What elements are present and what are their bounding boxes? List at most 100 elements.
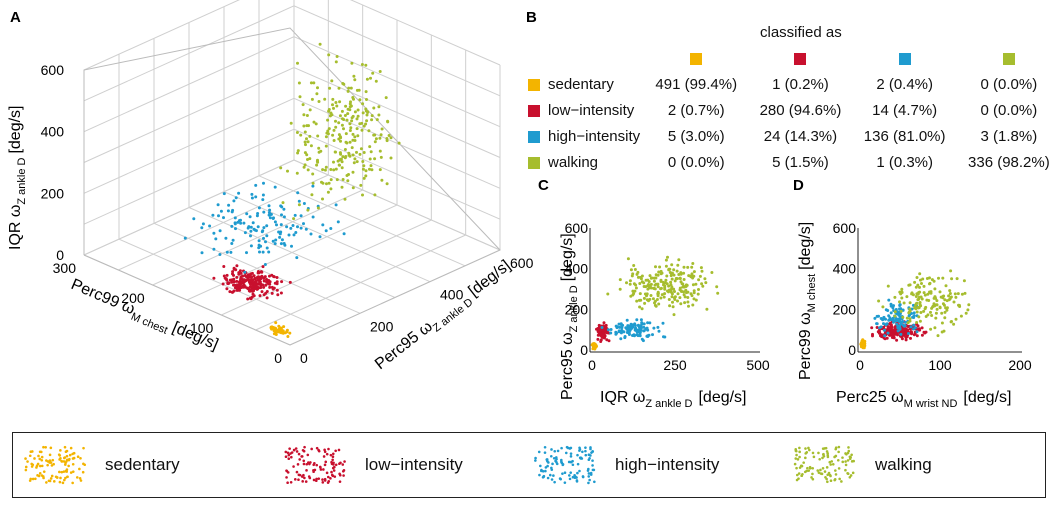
- data-point: [900, 337, 904, 341]
- legend-dot: [315, 479, 318, 483]
- legend-dot: [292, 448, 296, 452]
- data-point: [704, 281, 708, 285]
- panel-letter-d: D: [793, 177, 804, 194]
- data-point: [275, 276, 279, 279]
- table-cell: 1 (0.3%): [876, 153, 934, 171]
- data-point: [243, 231, 247, 235]
- data-point: [909, 336, 912, 340]
- data-point: [255, 214, 259, 218]
- legend-dot: [326, 475, 330, 479]
- table-color-row: [524, 45, 1061, 71]
- legend-dot: [798, 446, 801, 450]
- data-point: [286, 335, 290, 338]
- data-point: [653, 299, 657, 303]
- grid-line: [83, 66, 501, 163]
- row-sedentary-swatch: [528, 78, 540, 91]
- data-point: [945, 308, 949, 312]
- data-point: [659, 278, 663, 282]
- data-point: [886, 325, 890, 329]
- legend-dot: [289, 452, 292, 455]
- legend-dot: [327, 447, 330, 451]
- legend-dot: [323, 479, 327, 482]
- legend-dot: [60, 460, 64, 463]
- data-point: [934, 316, 938, 320]
- data-point: [349, 86, 353, 90]
- legend-dot: [61, 481, 65, 485]
- data-point: [935, 307, 939, 311]
- data-point: [225, 287, 229, 291]
- legend-dot: [49, 461, 53, 464]
- legend-dot: [286, 481, 289, 484]
- data-point: [241, 284, 245, 288]
- data-point: [677, 273, 681, 276]
- data-point: [349, 100, 352, 104]
- data-point: [657, 270, 661, 274]
- data-point: [278, 232, 282, 236]
- panel-letter-c: C: [538, 177, 549, 194]
- data-point: [933, 326, 937, 330]
- data-point: [327, 127, 331, 131]
- legend-dot: [555, 460, 558, 464]
- legend-dot: [82, 446, 85, 450]
- legend-dot: [798, 450, 801, 454]
- grid-line: [83, 36, 501, 133]
- data-point: [667, 284, 671, 288]
- data-point: [672, 313, 676, 317]
- x-tick-label: 100: [928, 357, 952, 373]
- data-point: [649, 282, 653, 286]
- data-point: [212, 247, 216, 251]
- legend-swatch-low-intensity: [284, 445, 346, 484]
- data-point: [364, 169, 368, 173]
- data-point: [877, 329, 881, 333]
- legend-dot: [343, 460, 346, 463]
- data-point: [907, 283, 911, 287]
- data-point: [272, 286, 276, 290]
- data-point: [218, 229, 222, 233]
- data-point: [917, 291, 921, 295]
- data-point: [365, 119, 369, 123]
- data-point: [248, 296, 252, 300]
- data-point: [345, 118, 349, 122]
- panel-a-axes: [83, 27, 501, 346]
- data-point: [626, 257, 630, 261]
- data-point: [242, 280, 246, 284]
- data-point: [703, 277, 707, 281]
- data-point: [647, 333, 651, 337]
- data-point: [640, 280, 644, 284]
- data-point: [306, 168, 310, 172]
- data-point: [667, 298, 671, 301]
- data-point: [346, 107, 350, 111]
- legend-dot: [811, 451, 815, 455]
- data-point: [631, 323, 635, 327]
- data-point: [232, 277, 236, 281]
- legend-dot: [825, 450, 829, 453]
- data-point: [277, 327, 281, 331]
- classified-sedentary-swatch: [690, 52, 703, 65]
- data-point: [312, 120, 316, 124]
- legend-dot: [288, 447, 291, 450]
- data-point: [373, 140, 377, 144]
- data-point: [299, 226, 303, 230]
- data-point: [905, 316, 909, 320]
- data-point: [921, 277, 925, 281]
- data-point: [342, 82, 346, 86]
- legend-dot: [286, 451, 290, 455]
- data-point: [656, 282, 660, 286]
- legend-dot: [844, 468, 847, 472]
- legend-dot: [48, 459, 52, 462]
- legend-dot: [564, 451, 568, 455]
- data-point: [700, 269, 704, 273]
- data-point: [258, 281, 262, 285]
- data-point: [254, 229, 258, 233]
- legend-dot: [847, 446, 850, 449]
- legend-dot: [24, 457, 27, 460]
- legend-dot: [568, 477, 572, 481]
- data-point: [380, 178, 384, 182]
- legend-dot: [303, 445, 306, 449]
- data-point: [923, 331, 927, 335]
- data-point: [355, 160, 359, 164]
- data-point: [916, 298, 920, 302]
- data-point: [336, 220, 340, 224]
- legend-dot: [307, 475, 311, 478]
